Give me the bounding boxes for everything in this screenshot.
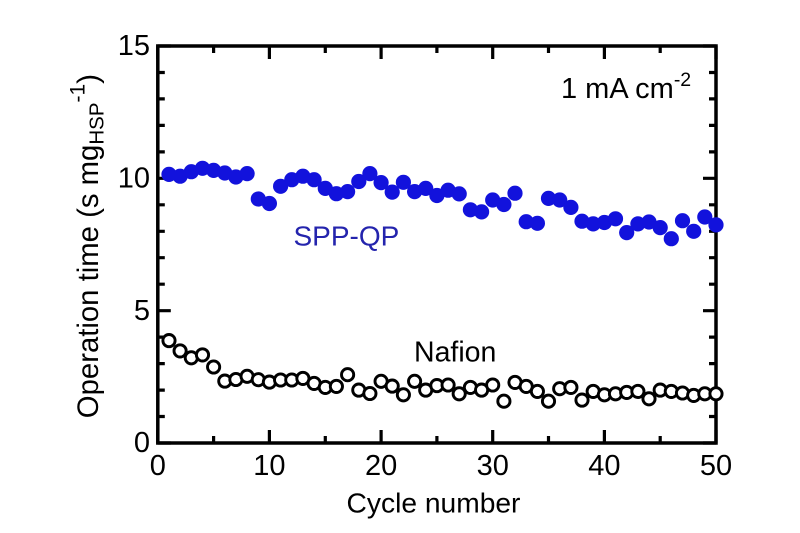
svg-text:Nafion: Nafion: [414, 337, 496, 369]
svg-text:40: 40: [588, 450, 620, 482]
svg-text:10: 10: [253, 450, 285, 482]
svg-text:10: 10: [118, 163, 150, 195]
svg-text:50: 50: [700, 450, 732, 482]
svg-text:0: 0: [134, 427, 150, 459]
svg-text:15: 15: [118, 30, 150, 62]
svg-text:Cycle number: Cycle number: [347, 487, 521, 519]
svg-text:1 mA cm-2: 1 mA cm-2: [561, 69, 691, 105]
svg-text:5: 5: [134, 295, 150, 327]
svg-text:0: 0: [150, 450, 166, 482]
svg-text:SPP-QP: SPP-QP: [294, 221, 400, 252]
svg-text:30: 30: [477, 450, 509, 482]
svg-text:20: 20: [365, 450, 397, 482]
